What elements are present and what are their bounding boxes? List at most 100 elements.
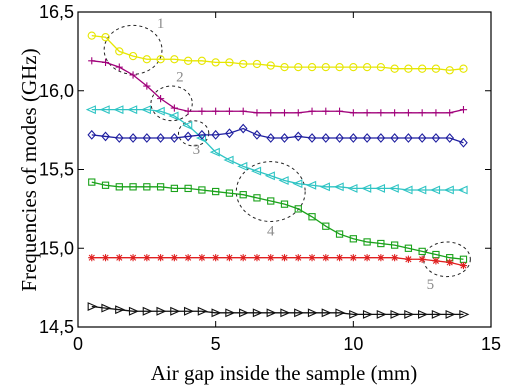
data-point [349,133,358,143]
data-point [253,194,261,202]
data-point [459,64,468,73]
data-point [333,182,344,192]
data-point [404,309,415,319]
data-point [198,254,206,262]
data-point [156,183,165,191]
annotation-circle [235,161,306,222]
data-point [376,309,387,319]
data-point [308,107,316,115]
data-point [156,55,165,64]
x-tick-label: 15 [481,334,501,354]
data-point [197,56,207,65]
data-point [157,95,165,103]
data-point [267,254,275,262]
data-point [294,254,302,262]
data-point [129,71,137,79]
data-point [142,133,152,143]
data-point [404,133,413,143]
data-point [278,176,289,185]
x-tick-label: 0 [73,334,83,354]
data-point [129,254,137,262]
data-point [321,308,332,318]
annotation-label: 1 [157,16,165,32]
data-point [170,306,181,316]
y-tick-label: 16,5 [39,2,74,22]
data-point [280,62,289,72]
data-point [459,137,468,148]
data-point [128,133,138,143]
series-line [91,257,464,267]
data-point [184,184,192,193]
data-point [308,254,316,262]
data-point [101,181,110,189]
data-point [101,303,112,313]
data-point [417,133,427,143]
data-point [294,62,303,72]
y-tick-label: 15,5 [39,160,74,180]
series-line [91,34,464,71]
data-point [457,185,468,195]
data-point [87,31,96,40]
data-point [264,171,275,181]
annotation-layer: 1 2 3 4 5 [103,16,471,293]
data-point [418,255,426,263]
data-point [349,254,357,262]
data-point [142,55,151,64]
y-tick-label: 16,0 [39,81,74,101]
data-point [429,185,441,195]
data-point [292,179,303,189]
data-point [143,254,151,262]
x-tick-label: 10 [343,334,363,354]
data-point [239,308,250,318]
data-point [307,308,319,318]
data-point [363,238,371,246]
data-point [252,308,263,318]
data-point [322,222,330,230]
data-point [280,133,289,143]
data-point [390,64,399,73]
data-point [280,254,289,262]
data-point [127,105,138,115]
annotation-circle [423,241,471,278]
data-point [388,183,399,193]
data-point [404,244,413,252]
data-point [267,109,275,117]
data-point [225,189,234,197]
data-point [390,241,399,249]
data-point [142,306,153,316]
data-point [225,107,234,115]
data-point [156,133,165,143]
data-point [280,200,289,208]
data-point [294,109,302,117]
data-point [459,261,468,270]
data-point [376,133,386,143]
data-point [101,33,110,42]
data-point [335,230,344,238]
data-point [225,308,236,318]
data-point [170,254,178,262]
data-point [253,109,261,117]
data-point [391,109,399,117]
data-point [212,187,220,196]
annotation-label: 2 [176,69,184,85]
data-point [431,309,442,319]
data-point [267,197,275,205]
annotation-circle [103,24,163,75]
data-point [322,107,330,115]
data-point [418,309,429,319]
data-point [294,205,302,213]
data-point [446,109,454,117]
data-point [225,128,234,139]
data-point [115,254,123,262]
data-point [184,254,192,262]
data-point [183,131,193,142]
data-point [307,133,317,143]
data-point [211,58,220,67]
data-point [377,109,385,117]
data-point [238,123,248,134]
data-point [404,64,413,73]
data-point [239,107,247,115]
data-point [335,133,344,143]
data-point [212,107,220,115]
data-point [335,308,346,318]
